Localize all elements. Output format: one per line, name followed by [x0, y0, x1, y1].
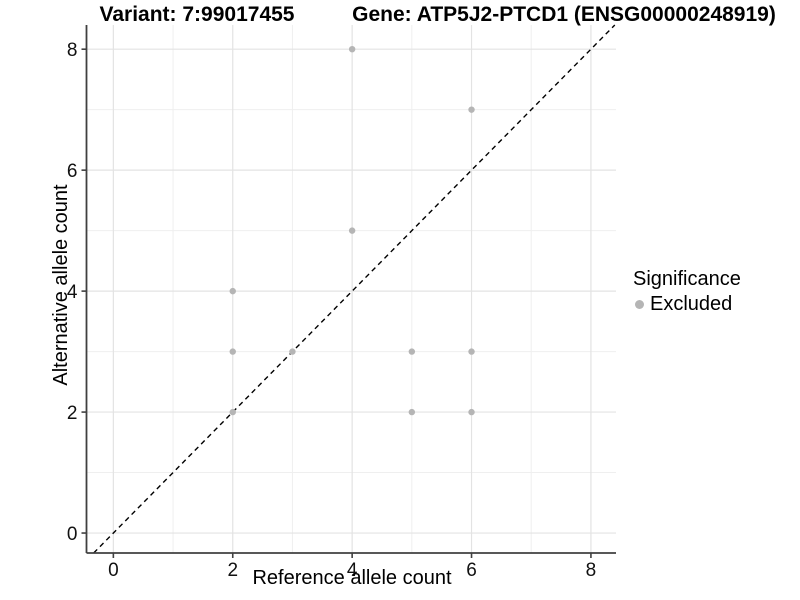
- legend-item-excluded: Excluded: [631, 293, 741, 316]
- data-point: [229, 348, 236, 355]
- legend: Significance Excluded: [631, 268, 741, 316]
- y-tick-label: 4: [67, 282, 78, 303]
- legend-title: Significance: [633, 268, 741, 290]
- data-point: [229, 408, 236, 416]
- data-point: [408, 348, 416, 355]
- legend-point-icon: [635, 300, 644, 309]
- data-point: [468, 348, 475, 355]
- data-point: [348, 227, 356, 234]
- y-tick-label: 0: [67, 524, 78, 545]
- data-point: [468, 106, 475, 113]
- y-tick-label: 6: [67, 161, 78, 182]
- x-tick-label: 8: [586, 560, 597, 581]
- legend-item-label: Excluded: [650, 293, 733, 315]
- y-tick-label: 8: [67, 40, 78, 61]
- data-point: [348, 45, 356, 53]
- y-axis-label: Alternative allele count: [50, 184, 72, 386]
- y-tick-label: 2: [67, 403, 78, 424]
- data-point: [408, 408, 416, 416]
- x-tick-label: 0: [108, 560, 119, 581]
- data-point: [289, 348, 296, 355]
- variant-title: Variant: 7:99017455: [99, 3, 295, 26]
- x-tick-label: 2: [227, 560, 238, 581]
- data-point: [229, 287, 236, 295]
- data-point: [468, 408, 475, 416]
- x-tick-label: 4: [347, 560, 358, 581]
- x-tick-label: 6: [466, 560, 477, 581]
- identity-line: [93, 24, 616, 554]
- x-axis-label: Reference allele count: [252, 567, 452, 589]
- gene-title: Gene: ATP5J2-PTCD1 (ENSG00000248919): [352, 3, 776, 26]
